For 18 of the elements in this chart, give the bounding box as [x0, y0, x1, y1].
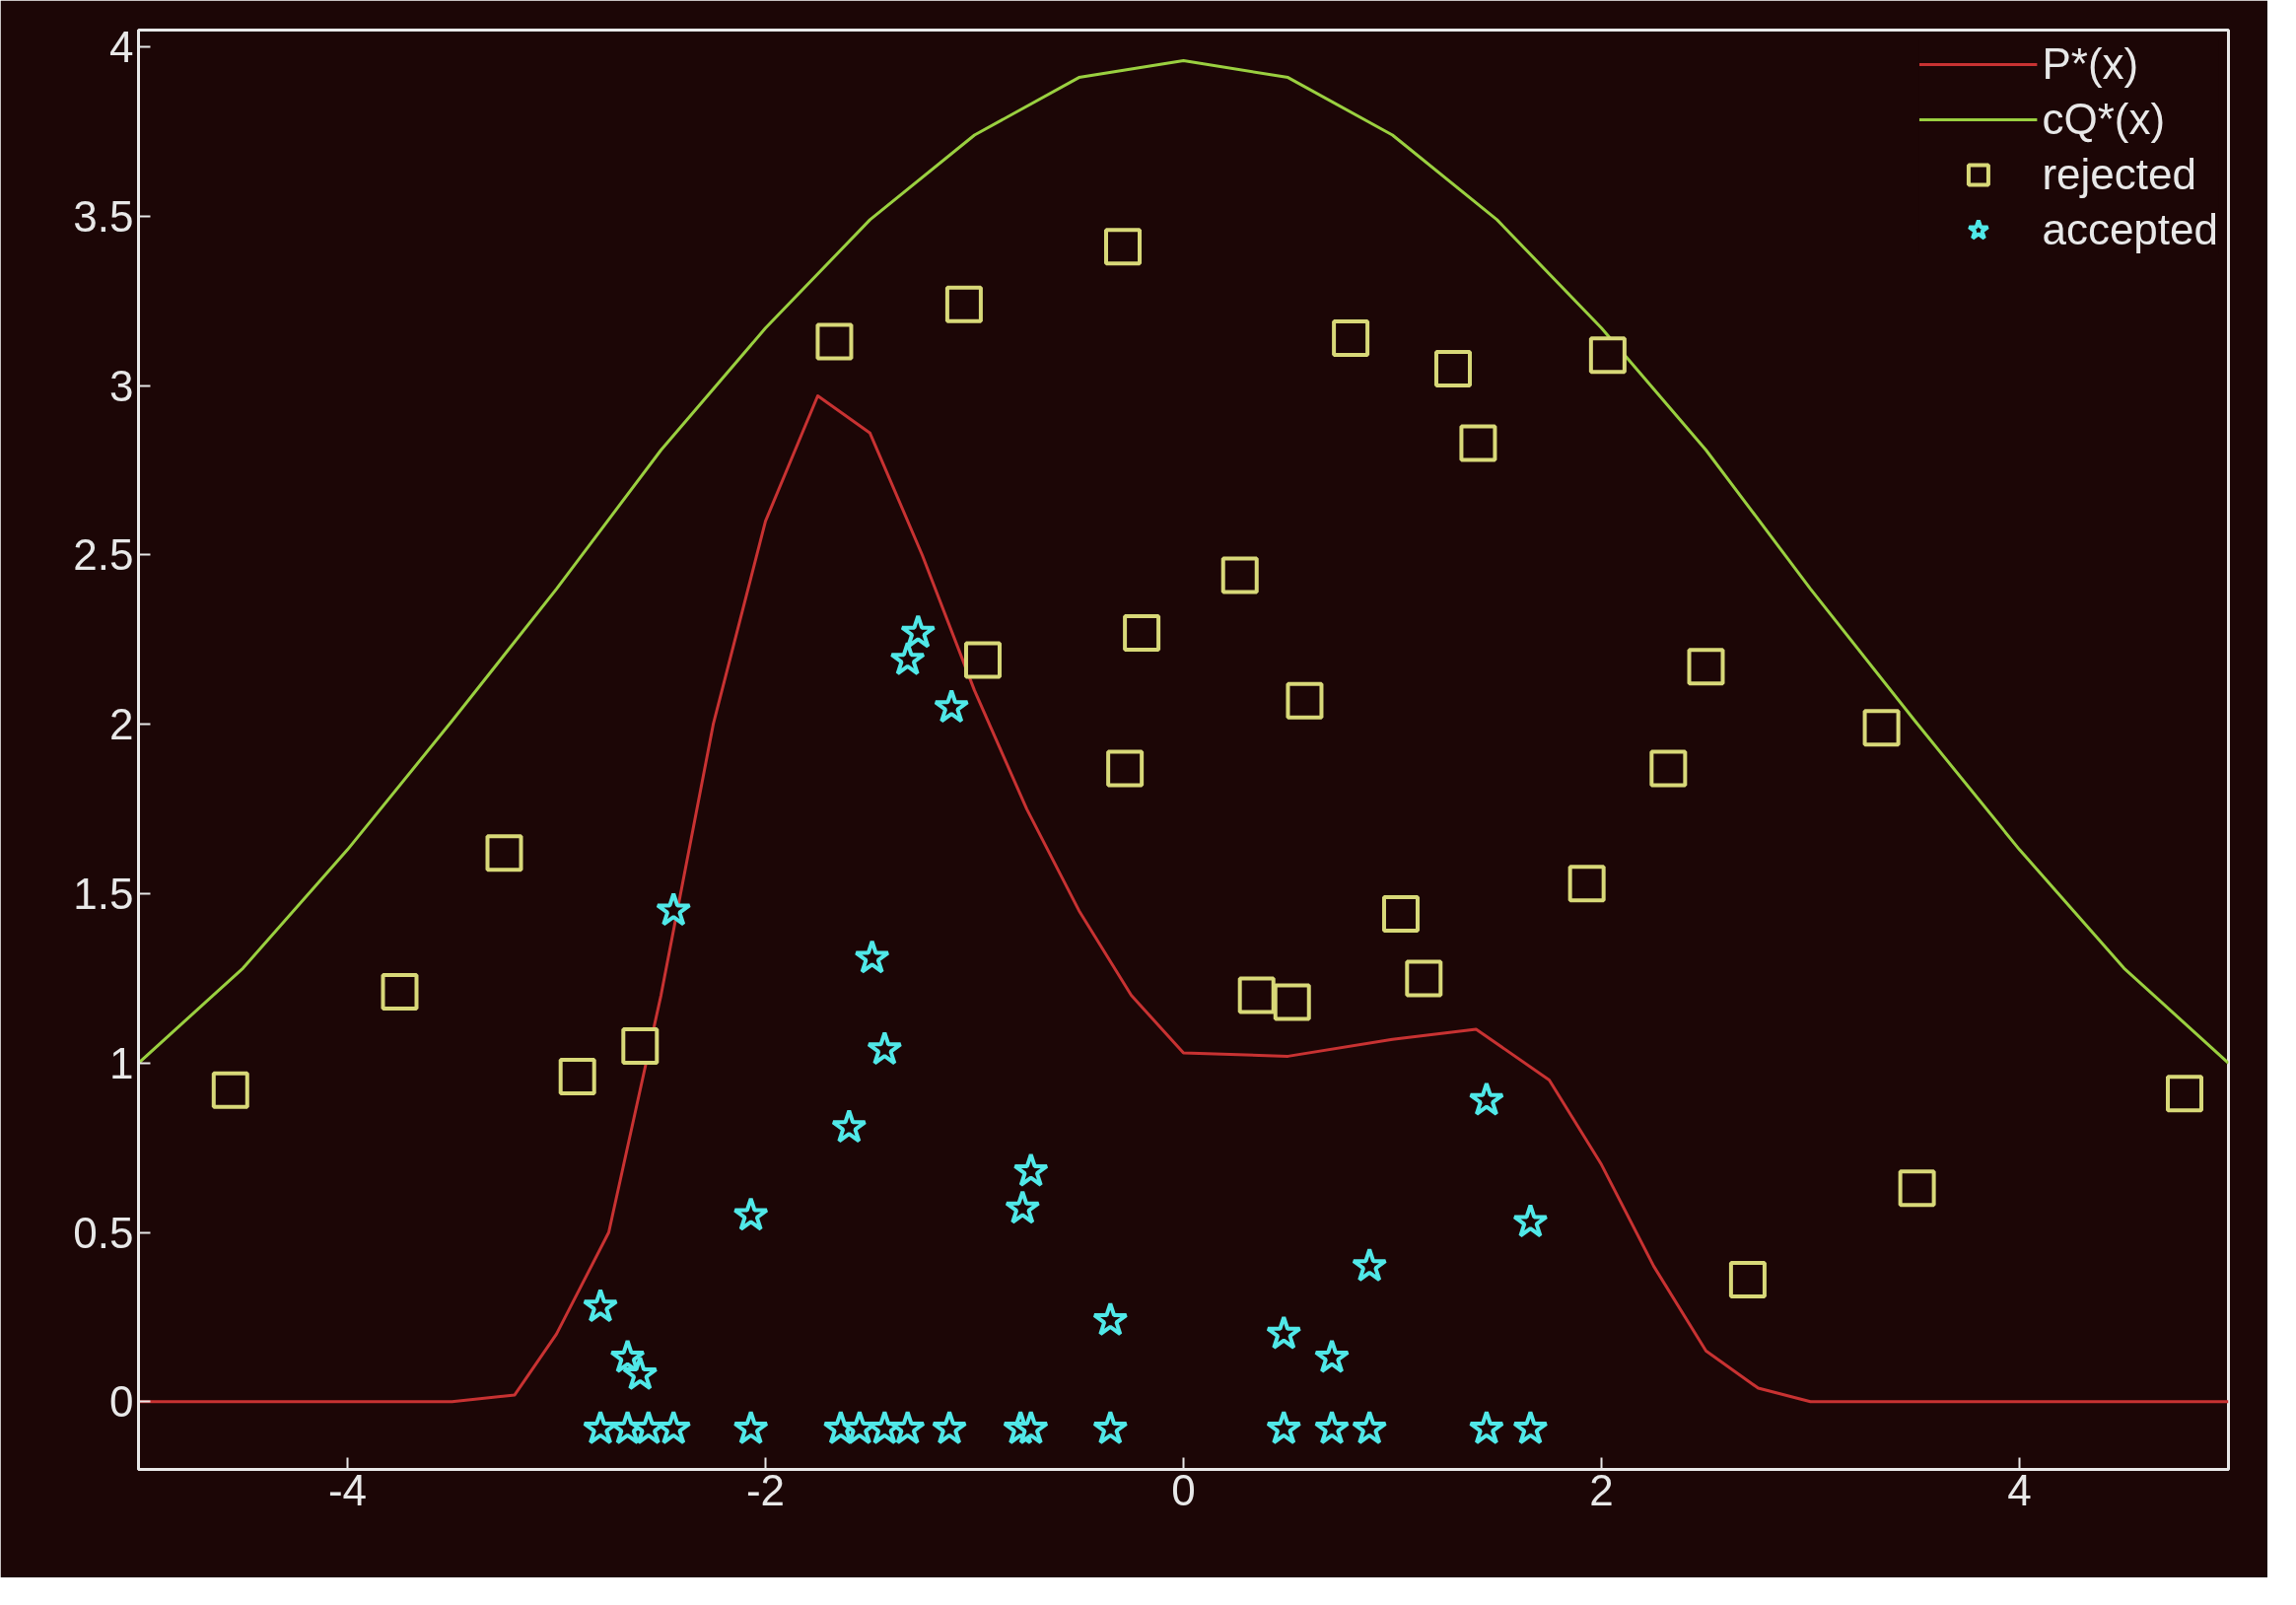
x-tick-label: 4	[2007, 1465, 2032, 1514]
legend-label: accepted	[2042, 205, 2218, 254]
y-tick-label: 4	[109, 23, 134, 72]
x-tick-label: -4	[327, 1465, 368, 1514]
legend-label: rejected	[2042, 150, 2196, 199]
y-tick-label: 3.5	[73, 191, 134, 241]
y-tick-label: 0	[109, 1377, 134, 1427]
y-tick-label: 2.5	[73, 530, 134, 580]
y-tick-label: 2	[109, 700, 134, 749]
legend-label: P*(x)	[2042, 39, 2139, 89]
x-tick-label: 0	[1171, 1465, 1196, 1514]
x-tick-label: 2	[1589, 1465, 1614, 1514]
y-tick-label: 0.5	[73, 1208, 134, 1257]
x-tick-label: -2	[745, 1465, 786, 1514]
y-tick-label: 1.5	[73, 870, 134, 918]
y-tick-label: 1	[109, 1038, 134, 1087]
legend-label: cQ*(x)	[2042, 95, 2166, 144]
y-tick-label: 3	[109, 361, 134, 410]
